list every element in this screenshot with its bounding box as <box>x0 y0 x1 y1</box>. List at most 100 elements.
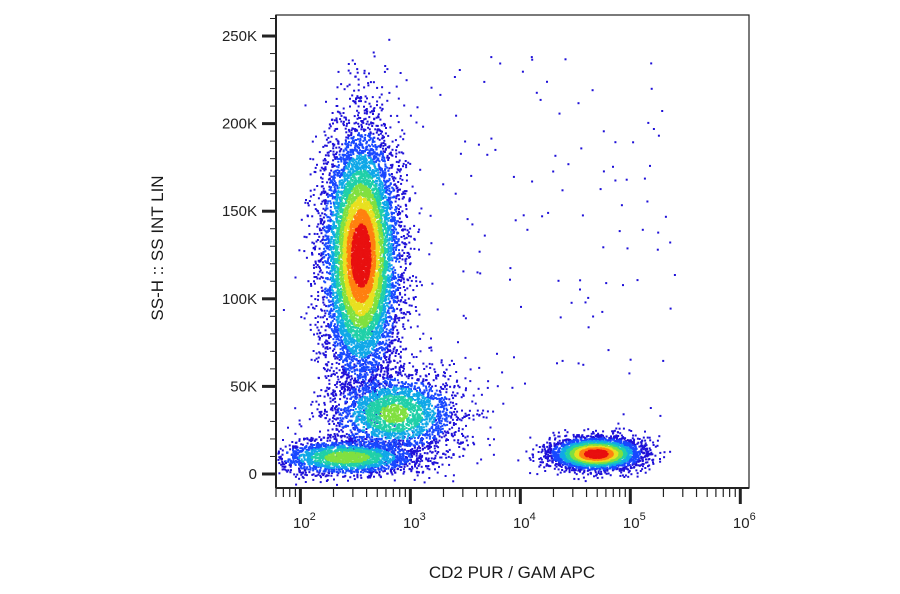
event-dot <box>426 389 428 391</box>
event-dot <box>451 394 453 396</box>
event-dot <box>322 290 324 292</box>
event-dot <box>411 305 413 307</box>
event-dot <box>306 312 308 314</box>
event-dot <box>313 194 315 196</box>
event-dot <box>552 171 554 173</box>
event-dot <box>280 464 282 466</box>
event-dot <box>322 346 324 348</box>
event-dot <box>649 439 651 441</box>
event-dot <box>376 87 378 89</box>
event-dot <box>327 479 329 481</box>
event-dot <box>318 212 320 214</box>
event-dot <box>592 89 594 91</box>
event-dot <box>374 55 376 57</box>
event-dot <box>409 463 411 465</box>
event-dot <box>318 357 320 359</box>
event-dot <box>455 371 457 373</box>
event-dot <box>435 450 437 452</box>
event-dot <box>324 310 326 312</box>
event-dot <box>398 382 400 384</box>
event-dot <box>327 375 329 377</box>
event-dot <box>364 70 366 72</box>
event-dot <box>355 398 357 400</box>
event-dot <box>320 481 322 483</box>
event-dot <box>469 410 471 412</box>
event-dot <box>458 446 460 448</box>
event-dot <box>284 469 286 471</box>
event-dot <box>406 190 408 192</box>
event-dot <box>659 458 661 460</box>
event-dot <box>421 466 423 468</box>
event-dot <box>403 473 405 475</box>
event-dot <box>590 436 592 438</box>
event-dot <box>370 123 372 125</box>
event-dot <box>289 471 291 473</box>
event-dot <box>326 271 328 273</box>
event-dot <box>571 302 573 304</box>
event-dot <box>322 302 324 304</box>
event-dot <box>650 449 652 451</box>
event-dot <box>328 475 330 477</box>
event-dot <box>326 390 328 392</box>
event-dot <box>554 468 556 470</box>
event-dot <box>408 377 410 379</box>
event-dot <box>353 382 355 384</box>
event-dot <box>327 161 329 163</box>
event-dot <box>465 425 467 427</box>
event-dot <box>391 173 393 175</box>
event-dot <box>398 224 400 226</box>
event-dot <box>400 356 402 358</box>
event-dot <box>351 359 353 361</box>
event-dot <box>384 65 386 67</box>
event-dot <box>350 381 352 383</box>
event-dot <box>327 429 329 431</box>
event-dot <box>400 371 402 373</box>
event-dot <box>400 274 402 276</box>
event-dot <box>298 440 300 442</box>
event-dot <box>399 309 401 311</box>
event-dot <box>339 390 341 392</box>
event-dot <box>317 316 319 318</box>
event-dot <box>415 280 417 282</box>
event-dot <box>419 461 421 463</box>
event-dot <box>435 427 437 429</box>
event-dot <box>402 326 404 328</box>
event-dot <box>661 110 663 112</box>
event-dot <box>393 247 395 249</box>
event-dot <box>395 352 397 354</box>
event-dot <box>625 475 627 477</box>
event-dot <box>454 76 456 78</box>
event-dot <box>366 366 368 368</box>
event-dot <box>315 305 317 307</box>
event-dot <box>639 438 641 440</box>
event-dot <box>543 466 545 468</box>
event-dot <box>645 442 647 444</box>
event-dot <box>331 119 333 121</box>
event-dot <box>349 72 351 74</box>
event-dot <box>339 369 341 371</box>
event-dot <box>344 475 346 477</box>
event-dot <box>396 255 398 257</box>
event-dot <box>404 225 406 227</box>
event-dot <box>306 257 308 259</box>
event-dot <box>404 229 406 231</box>
event-dot <box>352 433 354 435</box>
event-dot <box>335 352 337 354</box>
event-dot <box>397 205 399 207</box>
event-dot <box>399 178 401 180</box>
event-dot <box>401 236 403 238</box>
event-dot <box>492 411 494 413</box>
event-dot <box>372 145 374 147</box>
event-dot <box>323 188 325 190</box>
event-dot <box>365 389 367 391</box>
event-dot <box>331 193 333 195</box>
event-dot <box>314 171 316 173</box>
event-dot <box>319 353 321 355</box>
event-dot <box>333 470 335 472</box>
event-dot <box>317 474 319 476</box>
event-dot <box>405 166 407 168</box>
event-dot <box>395 156 397 158</box>
event-dot <box>398 465 400 467</box>
event-dot <box>587 297 589 299</box>
event-dot <box>333 151 335 153</box>
